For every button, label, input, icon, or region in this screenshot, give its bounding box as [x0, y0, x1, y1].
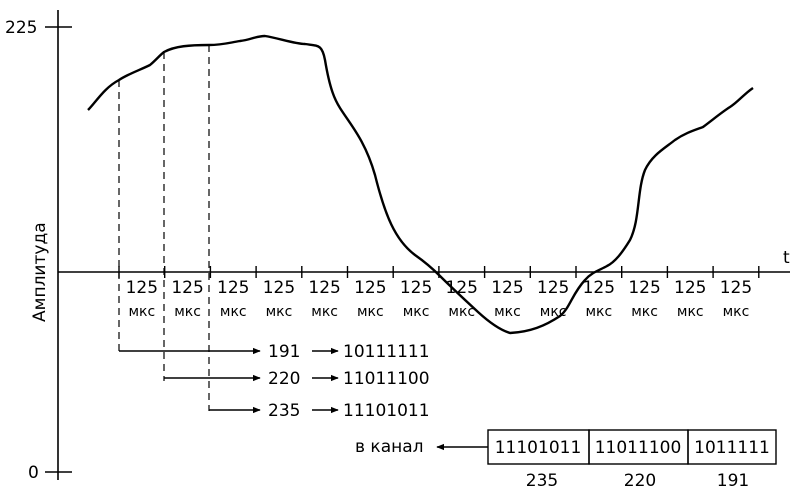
- channel-cell-3: [687, 429, 777, 465]
- segment-duration-unit: мкс: [494, 304, 521, 320]
- segment-duration-value: 125: [400, 278, 432, 298]
- channel-code-1: 11101011: [495, 438, 582, 458]
- segment-duration-value: 125: [126, 278, 158, 298]
- segment-duration-value: 125: [720, 278, 752, 298]
- segment-duration-unit: мкс: [448, 304, 475, 320]
- sample-code-2: 11011100: [343, 369, 430, 389]
- segment-duration-unit: мкс: [311, 304, 338, 320]
- segment-duration-unit: мкс: [631, 304, 658, 320]
- channel-label: в канал: [355, 437, 424, 457]
- channel-code-2: 11011100: [595, 438, 682, 458]
- x-axis-label: t: [783, 248, 790, 268]
- channel-value-3: 191: [717, 471, 749, 491]
- sample-value-2: 220: [268, 369, 300, 389]
- segment-duration-value: 125: [308, 278, 340, 298]
- segment-duration-value: 125: [354, 278, 386, 298]
- segment-duration-unit: мкс: [128, 304, 155, 320]
- sample-code-1: 10111111: [343, 342, 430, 362]
- segment-duration-unit: мкс: [403, 304, 430, 320]
- segment-label-group: 125 мкс 125 мкс 125 мкс 125 мкс 125 мкс 125 мкс 125 м…: [126, 278, 753, 320]
- segment-duration-value: 125: [583, 278, 615, 298]
- segment-duration-value: 125: [491, 278, 523, 298]
- segment-duration-value: 125: [446, 278, 478, 298]
- segment-duration-unit: мкс: [723, 304, 750, 320]
- channel-code-3: 1011111: [694, 438, 770, 458]
- segment-duration-unit: мкс: [266, 304, 293, 320]
- segment-duration-value: 125: [537, 278, 569, 298]
- segment-duration-unit: мкс: [677, 304, 704, 320]
- y-max-label: 225: [5, 18, 37, 38]
- sample-value-3: 235: [268, 401, 300, 421]
- channel-value-2: 220: [624, 471, 656, 491]
- sample-value-1: 191: [268, 342, 300, 362]
- signal-curve: [87, 34, 754, 335]
- segment-duration-value: 125: [674, 278, 706, 298]
- x-tick-group: [118, 266, 760, 278]
- segment-duration-value: 125: [628, 278, 660, 298]
- segment-duration-unit: мкс: [174, 304, 201, 320]
- y-axis-label: Амплитуда: [30, 222, 50, 322]
- segment-duration-unit: мкс: [585, 304, 612, 320]
- sample-code-3: 11101011: [343, 401, 430, 421]
- segment-duration-value: 125: [263, 278, 295, 298]
- y-min-label: 0: [28, 463, 39, 483]
- segment-duration-value: 125: [171, 278, 203, 298]
- segment-duration-unit: мкс: [357, 304, 384, 320]
- channel-value-1: 235: [526, 471, 558, 491]
- segment-duration-value: 125: [217, 278, 249, 298]
- segment-duration-unit: мкс: [220, 304, 247, 320]
